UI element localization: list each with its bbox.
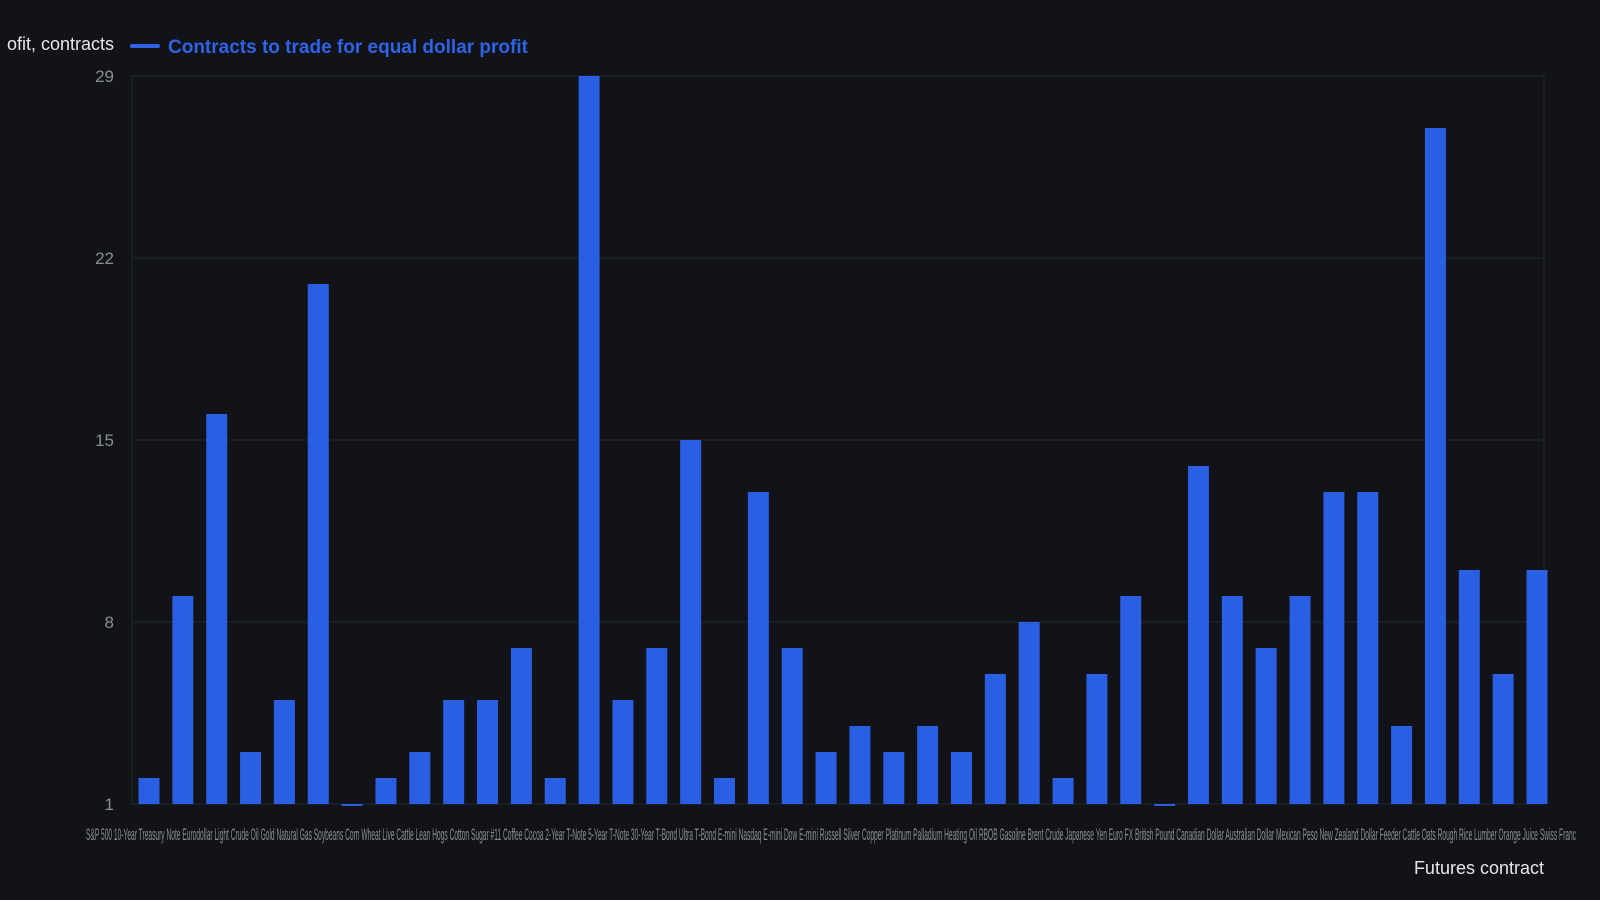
bar — [680, 440, 702, 804]
bar — [240, 752, 262, 804]
bar — [815, 752, 837, 804]
bar — [1120, 596, 1142, 804]
bar — [1221, 596, 1243, 804]
bar — [443, 700, 465, 804]
bar — [781, 648, 803, 804]
bar — [1323, 492, 1345, 804]
bar — [849, 726, 871, 804]
bars — [138, 76, 1548, 806]
bar — [883, 752, 905, 804]
legend-swatch — [130, 44, 160, 48]
bar — [747, 492, 769, 804]
bar — [172, 596, 194, 804]
bar — [409, 752, 431, 804]
y-tick-label: 15 — [95, 431, 114, 450]
bar — [375, 778, 397, 804]
bar — [273, 700, 295, 804]
bar — [1492, 674, 1514, 804]
y-tick-label: 29 — [95, 67, 114, 86]
bar — [1424, 128, 1446, 804]
bar — [1255, 648, 1277, 804]
y-tick-label: 1 — [105, 795, 114, 814]
bar — [1458, 570, 1480, 804]
bar — [612, 700, 634, 804]
bar — [1357, 492, 1379, 804]
bar — [477, 700, 499, 804]
legend-label: Contracts to trade for equal dollar prof… — [168, 37, 529, 58]
bar — [1052, 778, 1074, 804]
x-tick-labels: S&P 500 10-Year Treasury Note Eurodollar… — [86, 825, 1576, 844]
bar — [510, 648, 532, 804]
bar — [646, 648, 668, 804]
y-tick-label: 8 — [105, 613, 114, 632]
bar — [714, 778, 736, 804]
y-tick-label: 22 — [95, 249, 114, 268]
bar — [950, 752, 972, 804]
bar — [1018, 622, 1040, 804]
bar — [1086, 674, 1108, 804]
bar — [1526, 570, 1548, 804]
bar — [1154, 804, 1176, 806]
legend: Contracts to trade for equal dollar prof… — [130, 37, 529, 58]
bar — [206, 414, 228, 804]
bar — [341, 804, 363, 806]
bar — [1289, 596, 1311, 804]
bar — [1391, 726, 1413, 804]
bar — [138, 778, 160, 804]
bar — [984, 674, 1006, 804]
bar — [544, 778, 566, 804]
bar — [578, 76, 600, 804]
bar — [307, 284, 329, 804]
bar — [1187, 466, 1209, 804]
bar — [917, 726, 939, 804]
x-axis-label: Futures contract — [1414, 858, 1544, 878]
y-ticks: 1 8 15 22 29 — [95, 67, 114, 814]
y-axis-label: ofit, contracts — [7, 34, 114, 54]
